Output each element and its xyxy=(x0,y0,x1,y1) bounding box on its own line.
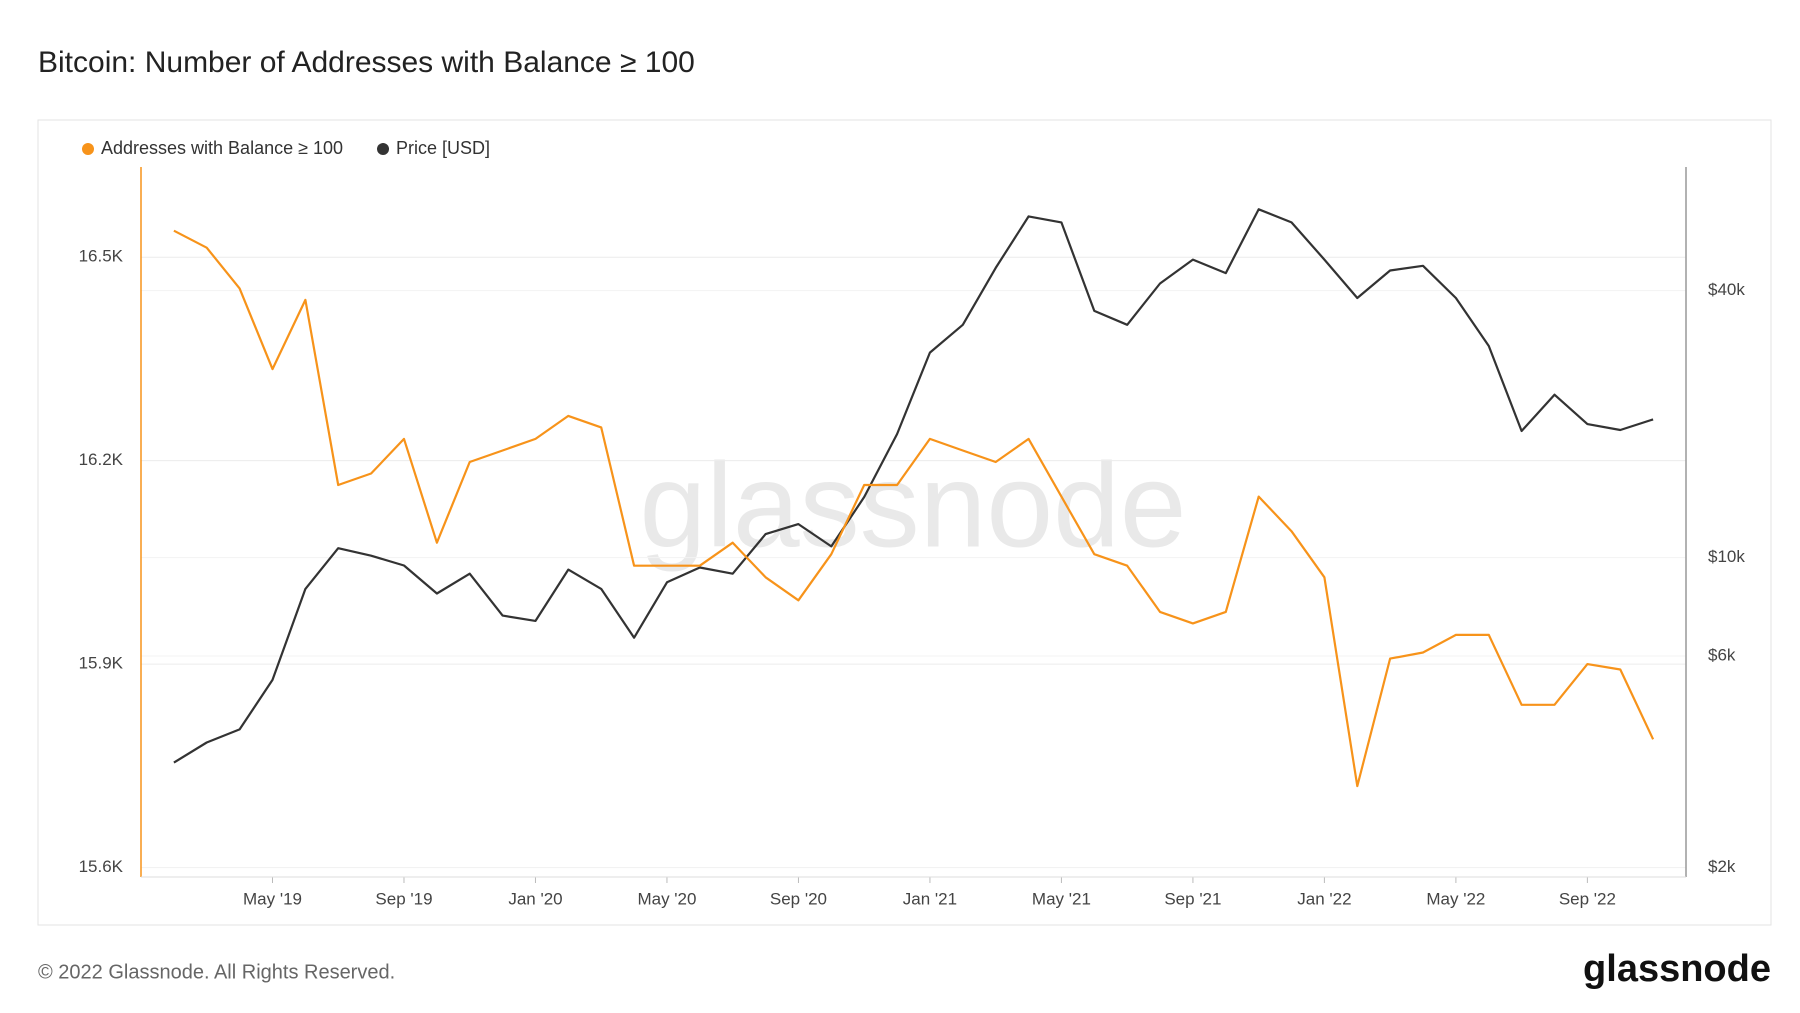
series-line xyxy=(173,208,1654,764)
series-line xyxy=(173,229,1655,788)
legend-marker xyxy=(82,143,94,155)
y-tick-label: 15.9K xyxy=(79,654,124,673)
y-tick-label: 15.6K xyxy=(79,857,124,876)
x-tick-label: Sep '20 xyxy=(770,889,827,908)
y2-tick-label: $10k xyxy=(1708,547,1745,566)
x-tick-label: Jan '21 xyxy=(903,889,957,908)
x-tick-label: Sep '21 xyxy=(1164,889,1221,908)
legend-label: Addresses with Balance ≥ 100 xyxy=(101,138,343,158)
y-tick-label: 16.2K xyxy=(79,450,124,469)
legend-marker xyxy=(377,143,390,155)
x-tick-label: May '19 xyxy=(243,889,302,908)
x-tick-label: May '22 xyxy=(1426,889,1485,908)
x-tick-label: Sep '22 xyxy=(1559,889,1616,908)
logo: glassnode xyxy=(1583,948,1771,990)
x-tick-label: Jan '22 xyxy=(1297,889,1351,908)
x-tick-label: May '21 xyxy=(1032,889,1091,908)
x-tick-label: May '20 xyxy=(637,889,696,908)
watermark: glassnode xyxy=(639,439,1186,573)
y2-tick-label: $2k xyxy=(1708,857,1736,876)
y2-tick-label: $6k xyxy=(1708,646,1736,665)
chart-frame xyxy=(37,119,1772,926)
chart-title: Bitcoin: Number of Addresses with Balanc… xyxy=(38,46,695,79)
y2-tick-label: $40k xyxy=(1708,280,1745,299)
x-tick-label: Sep '19 xyxy=(375,889,432,908)
legend-label: Price [USD] xyxy=(396,138,490,158)
footer: © 2022 Glassnode. All Rights Reserved. xyxy=(38,961,395,983)
x-tick-label: Jan '20 xyxy=(508,889,562,908)
y-tick-label: 16.5K xyxy=(79,247,124,266)
